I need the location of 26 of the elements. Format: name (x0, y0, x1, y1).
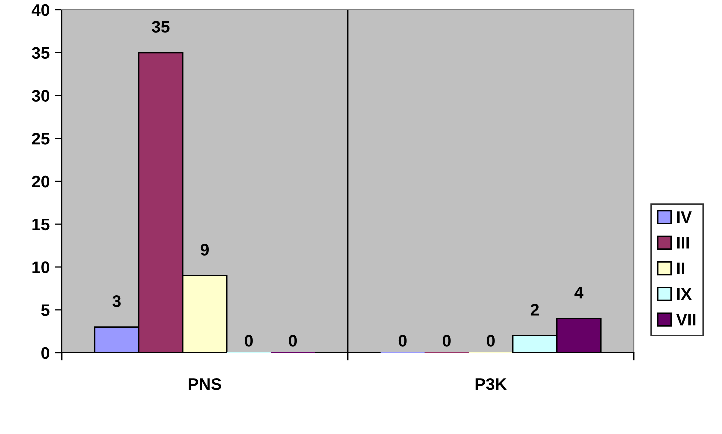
y-tick-label: 35 (32, 47, 50, 60)
y-tick-label: 10 (32, 262, 50, 274)
data-label: 4 (574, 287, 584, 299)
legend-label: III (677, 237, 690, 249)
data-label: 0 (289, 335, 298, 347)
data-label: 0 (245, 335, 253, 347)
data-label: 35 (152, 21, 170, 33)
y-tick-label: 0 (42, 347, 50, 360)
data-label: 0 (398, 335, 407, 347)
data-label: 9 (200, 244, 210, 256)
y-tick-label: 40 (32, 4, 50, 16)
x-tick-label: PNS (188, 378, 222, 390)
y-tick-label: 15 (32, 218, 50, 231)
y-tick-label: 25 (32, 133, 50, 145)
data-label: 2 (530, 304, 540, 316)
y-tick-label: 30 (32, 90, 50, 102)
x-tick-label: P3K (476, 378, 508, 390)
legend-label: IX (677, 288, 692, 300)
legend-label: VII (676, 314, 696, 326)
y-tick-label: 20 (32, 176, 50, 188)
data-label: 0 (442, 335, 451, 347)
legend-label: IV (677, 212, 692, 224)
data-label: 0 (487, 335, 495, 347)
legend-label: II (677, 262, 684, 274)
data-label: 3 (112, 296, 121, 308)
y-tick-label: 5 (41, 304, 50, 316)
